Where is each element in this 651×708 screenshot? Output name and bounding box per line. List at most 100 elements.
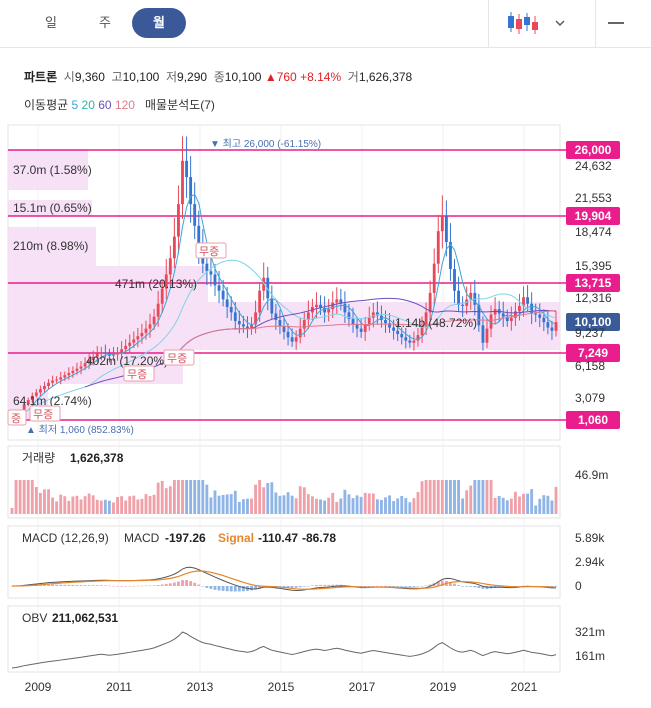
volume-bar — [201, 480, 205, 514]
macd-histogram-bar — [392, 586, 396, 587]
tab-week[interactable]: 주 — [99, 15, 111, 30]
candle-body — [266, 277, 270, 299]
macd-histogram-value: -86.78 — [302, 531, 336, 545]
macd-histogram-bar — [47, 584, 50, 586]
candle-body — [461, 304, 465, 306]
volume-bar — [327, 497, 331, 514]
tab-month[interactable]: 월 — [132, 8, 186, 38]
volume-bar — [258, 480, 262, 514]
macd-axis-tick: 0 — [575, 579, 582, 593]
volume-bar — [550, 500, 554, 514]
macd-histogram-bar — [221, 586, 225, 591]
macd-histogram-bar — [75, 585, 79, 586]
macd-histogram-bar — [99, 585, 103, 586]
macd-histogram-bar — [108, 585, 111, 587]
macd-panel-label: MACD (12,26,9) — [22, 531, 109, 545]
candle-body — [209, 271, 213, 275]
volume-bar — [59, 494, 63, 514]
volume-bar — [396, 498, 400, 514]
event-marker: 증 — [11, 413, 21, 425]
volume-bar — [38, 492, 42, 514]
macd-histogram-bar — [400, 586, 404, 587]
volume-profile-bar — [8, 227, 96, 266]
volume-profile-bar — [8, 200, 92, 216]
candle-body — [538, 314, 542, 318]
macd-histogram-bar — [380, 585, 383, 587]
volume-profile-label: 37.0m (1.58%) — [13, 163, 92, 177]
volume-bar — [55, 501, 59, 514]
volume-bar — [103, 499, 107, 514]
chart-type-button[interactable] — [500, 10, 580, 38]
macd-histogram-bar — [193, 582, 197, 586]
volume-bar — [513, 491, 517, 514]
max-price-annotation: ▼ 최고 26,000 (-61.15%) — [210, 138, 321, 150]
candle-body — [343, 303, 347, 313]
candle-body — [282, 326, 286, 332]
macd-histogram-bar — [95, 585, 99, 586]
obv-axis-tick: 321m — [575, 625, 605, 639]
volume-bar — [505, 500, 509, 514]
macd-histogram-bar — [164, 583, 168, 586]
volume-bar — [209, 497, 213, 514]
volume-bar — [355, 495, 359, 514]
candle-body — [34, 392, 38, 396]
event-marker-box — [7, 409, 27, 426]
macd-histogram-bar — [408, 586, 412, 587]
volume-bar — [22, 480, 26, 514]
candle-body — [270, 298, 274, 314]
low-price: 9,290 — [177, 70, 208, 84]
candle-body — [550, 327, 554, 331]
event-marker: 무증 — [199, 246, 219, 258]
candle-body — [112, 354, 115, 356]
volume-bar — [461, 498, 465, 514]
macd-histogram-bar — [120, 586, 124, 587]
macd-histogram-bar — [87, 585, 91, 586]
volume-bar — [306, 494, 310, 514]
macd-histogram-bar — [554, 586, 558, 587]
candle-body — [290, 337, 294, 342]
candle-body — [124, 345, 128, 350]
volume-bar — [43, 489, 46, 514]
macd-histogram-bar — [371, 585, 375, 587]
candle-body — [26, 400, 30, 405]
volume-profile-label: 1.14b (48.72%) — [395, 316, 477, 330]
signal-value: -110.47 — [258, 531, 298, 545]
volume-bar — [181, 480, 184, 514]
price-level-tag — [566, 274, 620, 292]
candle-body — [51, 380, 55, 383]
candle-body — [87, 360, 91, 364]
high-price: 10,100 — [122, 70, 160, 84]
change-up-icon: ▲ — [264, 70, 277, 84]
macd-histogram-bar — [112, 585, 115, 587]
event-marker-box — [195, 242, 227, 259]
price-axis-tick: 3,079 — [575, 391, 605, 405]
volume-bar — [152, 494, 156, 514]
volume-bar — [262, 487, 266, 514]
macd-histogram-bar — [298, 586, 302, 588]
tab-day[interactable]: 일 — [45, 15, 57, 30]
macd-histogram-bar — [331, 584, 335, 586]
macd-histogram-bar — [404, 586, 408, 587]
volume-bar — [534, 505, 538, 514]
candle-body — [233, 312, 237, 322]
x-axis-tick: 2015 — [268, 680, 295, 694]
volume-bar — [278, 495, 282, 514]
macd-histogram-bar — [103, 585, 107, 586]
x-axis-tick: 2011 — [106, 680, 132, 694]
volume-bar — [473, 480, 477, 514]
menu-button[interactable] — [600, 10, 640, 38]
candle-body — [197, 225, 201, 248]
macd-histogram-bar — [201, 586, 205, 587]
volume-bar — [412, 498, 416, 514]
volume-bar — [79, 499, 83, 514]
price-level-tag — [566, 313, 620, 331]
candle-body — [302, 319, 306, 329]
candle-body — [22, 404, 26, 411]
candle-body — [319, 304, 322, 309]
macd-histogram-bar — [290, 586, 294, 588]
candle-body — [148, 324, 152, 329]
macd-histogram-bar — [294, 586, 298, 588]
volume-bar — [112, 502, 115, 514]
volume-bar — [420, 481, 424, 514]
